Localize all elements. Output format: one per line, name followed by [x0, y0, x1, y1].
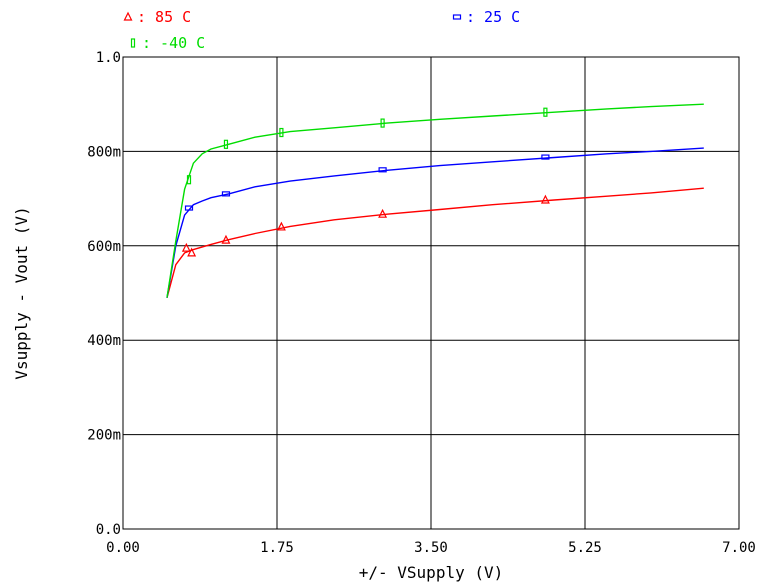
data-point-marker [181, 242, 191, 252]
y-tick-label: 0.0 [96, 522, 121, 538]
data-point-marker [276, 221, 286, 231]
series-line [166, 187, 704, 298]
data-point-marker [186, 175, 192, 185]
x-tick-label: 1.75 [260, 540, 294, 556]
series-layer [166, 103, 704, 298]
gridlines [123, 57, 739, 529]
data-point-marker [378, 208, 388, 218]
series-line [166, 147, 704, 298]
series-line [166, 103, 704, 298]
data-point-marker [378, 167, 387, 173]
data-point-marker [123, 11, 133, 21]
series-group [166, 103, 704, 298]
data-point-marker [221, 191, 231, 197]
data-point-marker [221, 234, 231, 244]
x-tick-label: 5.25 [568, 540, 602, 556]
y-axis-title: Vsupply - Vout (V) [12, 206, 31, 379]
data-point-marker [184, 205, 194, 211]
data-point-marker [543, 107, 548, 117]
y-tick-label: 200m [87, 428, 121, 444]
data-point-marker [187, 247, 197, 257]
data-point-marker [130, 38, 136, 48]
data-point-marker [279, 127, 284, 138]
x-tick-label: 3.50 [414, 540, 448, 556]
x-tick-label: 0.00 [106, 540, 140, 556]
x-axis-title: +/- VSupply (V) [359, 563, 504, 582]
series-group [166, 187, 704, 298]
series-group [166, 147, 704, 298]
y-tick-labels: 0.0 200m 400m 600m 800m 1.0 [87, 50, 121, 538]
legend: : 85 C : 25 C : -40 C [123, 8, 520, 52]
legend-entry: : -40 C [142, 34, 205, 52]
y-tick-label: 600m [87, 239, 121, 255]
x-tick-labels: 0.00 1.75 3.50 5.25 7.00 [106, 540, 756, 556]
x-tick-label: 7.00 [722, 540, 756, 556]
data-point-marker [452, 14, 462, 20]
data-point-marker [541, 154, 550, 160]
y-tick-label: 400m [87, 333, 121, 349]
data-point-marker [540, 194, 550, 204]
data-point-marker [223, 139, 229, 149]
y-tick-label: 1.0 [96, 50, 121, 66]
legend-entry: : 25 C [466, 8, 520, 26]
y-tick-label: 800m [87, 144, 121, 160]
data-point-marker [380, 118, 385, 128]
plot-frame [122, 56, 740, 530]
legend-entry: : 85 C [137, 8, 191, 26]
